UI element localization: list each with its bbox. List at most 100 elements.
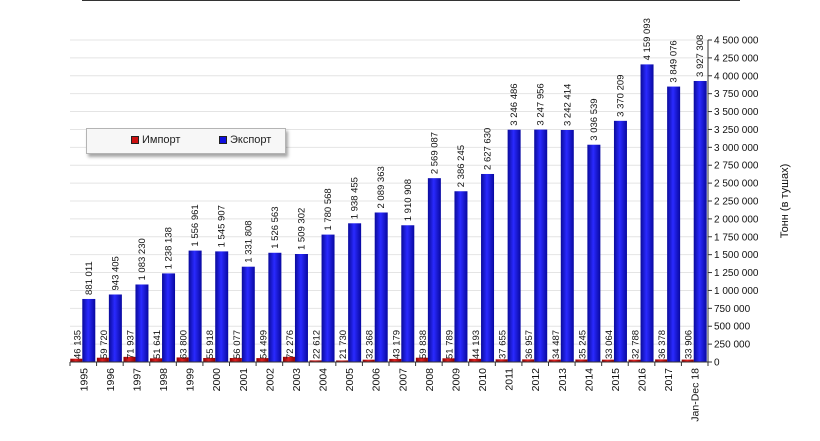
bar-import [495,359,508,362]
x-tick-label: 2007 [397,368,409,392]
bar-export [348,223,362,362]
x-tick-label: 2001 [238,368,250,392]
bars-group [70,64,707,363]
bar-import [548,359,561,362]
x-tick-label: 2017 [663,368,675,392]
y-tick-label: 2 500 000 [714,179,759,190]
data-label-export: 881 011 [84,261,95,295]
bar-export [241,266,255,362]
data-label-import: 43 179 [391,330,402,359]
y-tick-label: 3 500 000 [714,107,759,118]
data-label-import: 63 800 [179,330,190,359]
x-tick-label: 2012 [530,368,542,392]
data-label-import: 55 918 [205,330,216,359]
bar-import [655,359,668,362]
data-label-import: 51 789 [444,330,455,359]
bar-import [442,358,455,362]
y-tick-label: 750 000 [714,304,751,315]
x-tick-label: 1995 [78,368,90,392]
data-label-export: 3 849 076 [669,40,680,82]
bar-import [681,359,694,362]
y-tick-label: 2 750 000 [714,161,759,172]
bar-import [96,357,109,362]
bar-import [336,360,349,362]
data-label-import: 34 487 [551,330,562,359]
x-tick-label: 2005 [344,368,356,392]
data-label-export: 1 526 563 [270,207,281,249]
x-tick-label: 2015 [610,368,622,392]
y-tick-label: 2 250 000 [714,197,759,208]
bar-export [82,298,96,362]
bar-import [522,359,535,362]
bar-export [560,129,574,362]
bar-export [640,64,654,362]
y-tick-label: 0 [714,358,720,369]
bar-export [215,251,229,362]
bar-import [601,359,614,362]
bar-export [427,178,441,362]
x-tick-label: 2010 [477,368,489,392]
legend-item-export: Экспорт [219,134,271,146]
data-label-import: 36 957 [524,330,535,359]
x-tick-label: 2011 [504,368,516,391]
data-label-export: 1 910 908 [403,179,414,221]
x-tick-label: 1997 [131,368,143,392]
data-label-export: 2 386 245 [456,145,467,187]
y-tick-label: 1 250 000 [714,268,759,279]
y-tick-label: 4 250 000 [714,53,759,64]
bar-export [481,173,495,362]
x-tick-label: 1996 [105,368,117,392]
data-label-export: 4 159 093 [642,18,653,60]
bar-import [309,360,322,362]
legend: Импорт Экспорт [86,128,286,154]
bar-export [294,254,308,362]
data-label-export: 2 569 087 [429,132,440,174]
y-tick-label: 250 000 [714,340,751,351]
bar-import [203,357,216,362]
bar-export [693,80,707,362]
bar-import [469,358,482,362]
data-label-export: 3 036 539 [589,98,600,140]
x-tick-label: 2000 [211,368,223,392]
data-label-export: 3 370 209 [615,75,626,117]
x-tick-label: 2003 [291,368,303,392]
bar-export [162,273,176,362]
data-label-export: 1 556 961 [190,204,201,246]
bar-import [575,359,588,362]
data-label-import: 46 135 [72,330,83,359]
data-label-export: 1 509 302 [296,208,307,250]
y-tick-label: 3 250 000 [714,125,759,136]
data-label-export: 1 938 455 [350,177,361,219]
data-label-import: 72 276 [285,330,296,359]
y-tick-label: 1 000 000 [714,286,759,297]
data-label-import: 32 788 [631,330,642,359]
data-label-import: 32 368 [365,330,376,359]
bar-export [507,129,521,362]
x-tick-label: 2004 [318,368,330,392]
data-label-import: 35 245 [577,330,588,359]
bar-import [628,359,641,362]
x-tick-label: 2009 [450,368,462,392]
bar-export [135,284,149,362]
x-tick-label: 2013 [557,368,569,392]
data-label-import: 71 937 [125,330,136,359]
data-label-export: 2 627 630 [483,128,494,170]
x-tick-label: 2016 [637,368,649,392]
x-tick-label: 1998 [158,368,170,392]
data-label-export: 3 927 308 [695,35,706,77]
legend-swatch-import [131,136,139,144]
data-label-export: 943 405 [110,256,121,290]
data-label-export: 1 238 138 [164,227,175,269]
data-label-import: 22 612 [312,330,323,359]
x-tick-label: 2002 [264,368,276,392]
bar-import [282,356,295,362]
data-label-import: 33 906 [684,330,695,359]
y-tick-label: 2 000 000 [714,214,759,225]
data-label-import: 36 378 [657,330,668,359]
y-tick-label: 3 750 000 [714,89,759,100]
legend-item-import: Импорт [131,134,180,146]
x-tick-label: Jan-Dec 18 [690,368,702,422]
data-label-import: 51 641 [152,330,163,359]
data-label-import: 54 499 [258,330,269,359]
